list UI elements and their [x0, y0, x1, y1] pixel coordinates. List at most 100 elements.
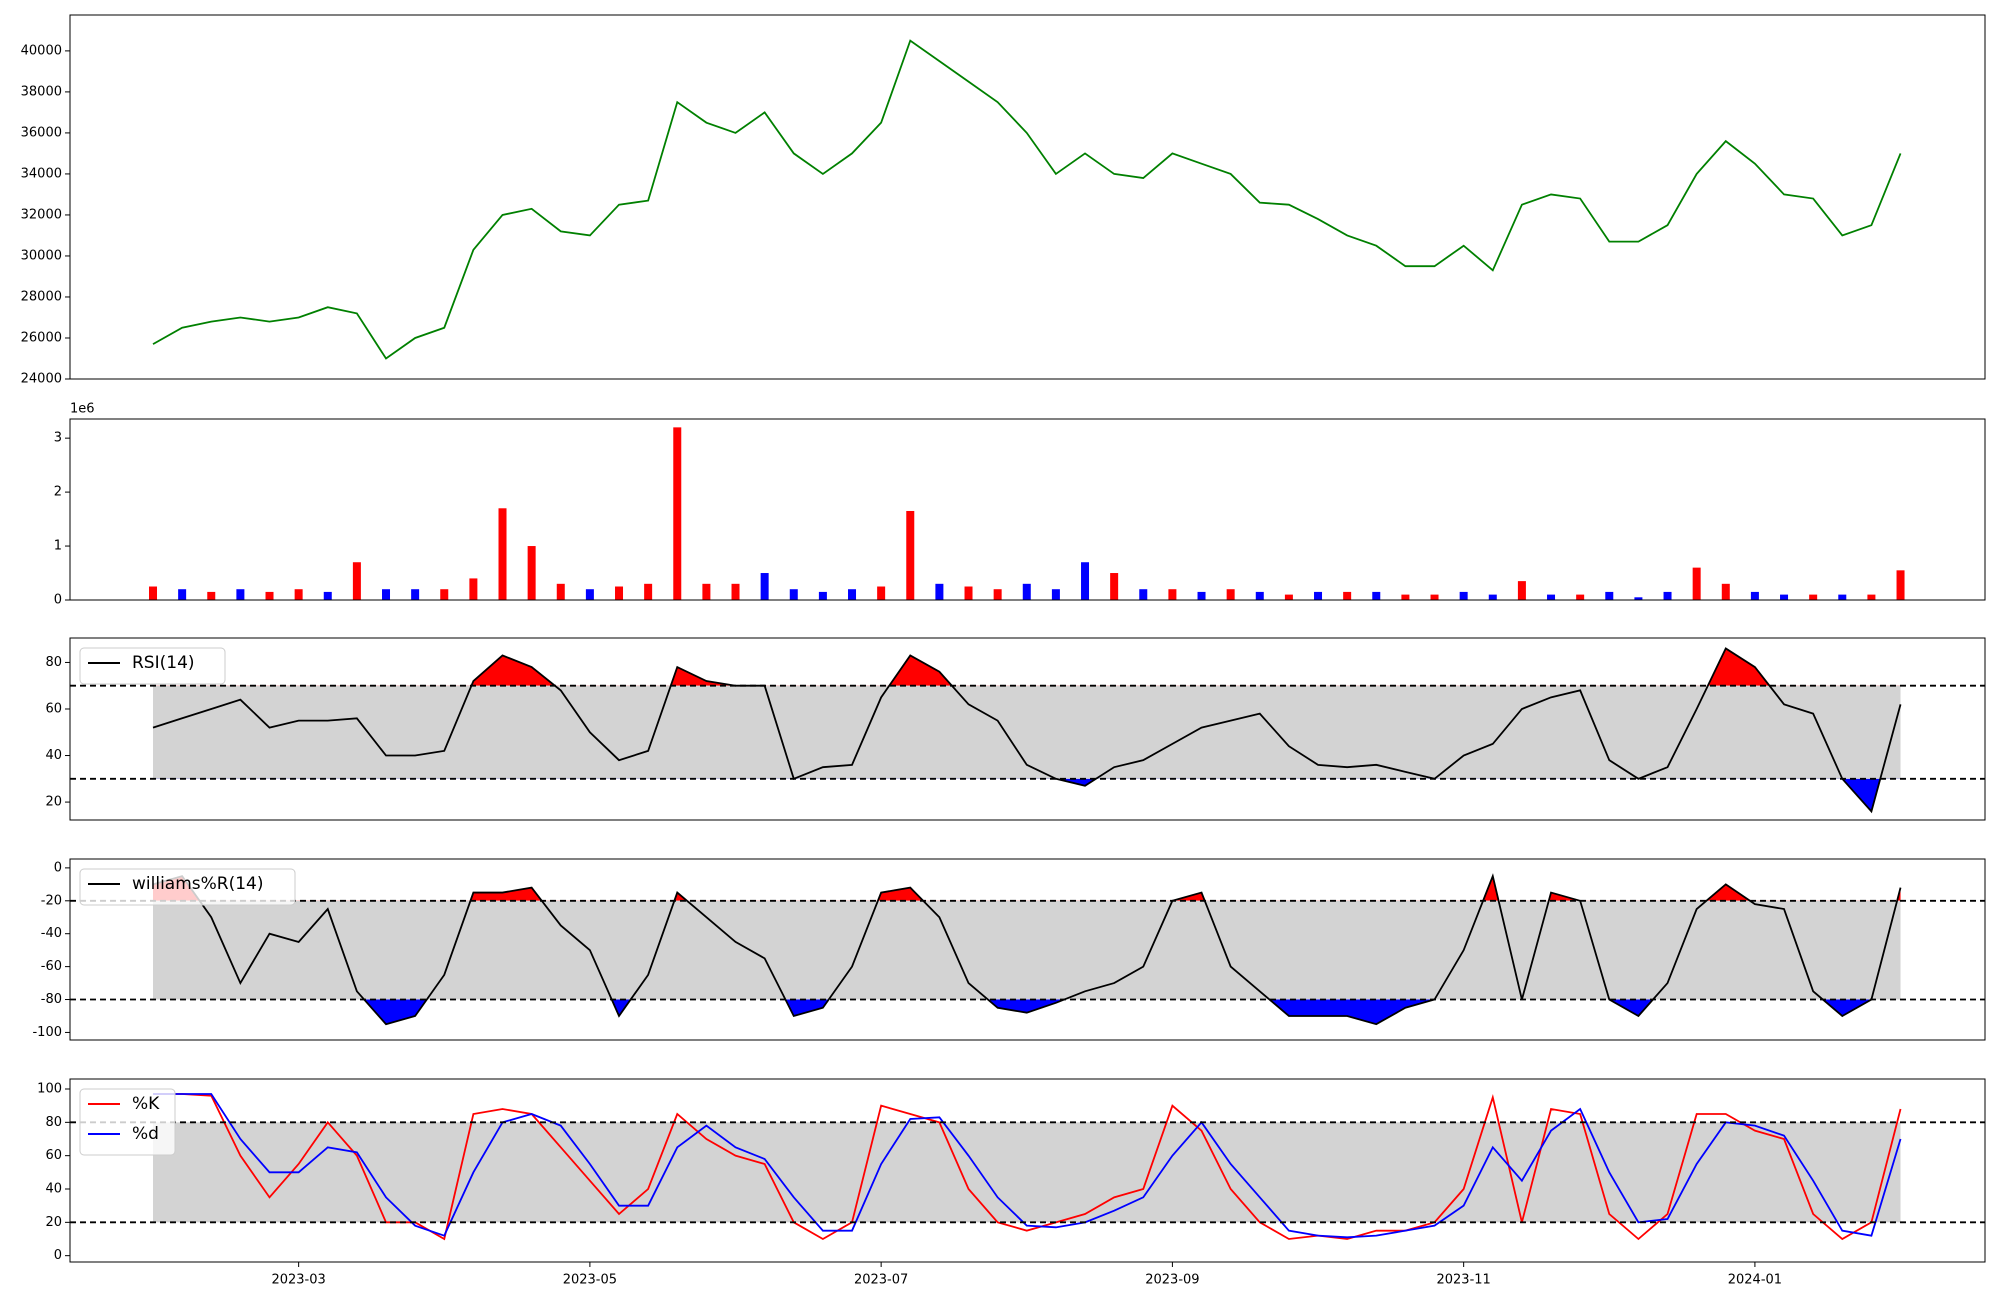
y-tick-label: 80 [45, 1115, 62, 1130]
y-tick-label: 80 [45, 655, 62, 670]
series-line [152, 873, 1902, 1026]
y-tick-label: 40000 [21, 43, 62, 58]
volume-bar [1314, 591, 1323, 600]
volume-bar [1838, 594, 1847, 600]
fill-above [153, 648, 1901, 686]
volume-bar [731, 583, 740, 600]
level-band [153, 1122, 1901, 1223]
volume-bar [1255, 591, 1264, 600]
y-tick-label: 100 [37, 1082, 62, 1097]
volume-bar [556, 583, 565, 600]
legend-label: %d [132, 1124, 159, 1144]
y-tick-label: 20 [45, 795, 62, 810]
series-line [153, 1093, 1902, 1239]
series-line [152, 39, 1902, 360]
offset-label: 1e6 [70, 402, 95, 417]
volume-bar [1547, 594, 1556, 600]
volume-bar [818, 591, 827, 600]
volume-bar [1372, 591, 1381, 600]
volume-bar [1488, 594, 1497, 600]
volume-bar [294, 589, 303, 600]
volume-bar [848, 589, 857, 600]
x-tick-label: 2023-07 [854, 1273, 908, 1288]
series-line [152, 647, 1902, 814]
legend-label: williams%R(14) [132, 874, 264, 894]
y-tick-label: 20 [45, 1215, 62, 1230]
volume-bar [1692, 567, 1701, 600]
y-tick-label: 26000 [21, 330, 62, 345]
volume-bar [585, 589, 594, 600]
volume-bar [1750, 591, 1759, 600]
y-tick-label: -80 [41, 992, 62, 1007]
volume-bar [498, 508, 507, 600]
volume-bar [1605, 591, 1614, 600]
volume-bar [1168, 589, 1177, 600]
y-tick-label: 36000 [21, 125, 62, 140]
x-tick-label: 2023-05 [563, 1273, 617, 1288]
y-tick-label: 40 [45, 748, 62, 763]
volume-bar [1284, 594, 1293, 600]
volume-bar [1896, 570, 1905, 600]
series-line [153, 1093, 1902, 1241]
y-tick-label: 0 [54, 1248, 62, 1263]
volume-bar [1809, 594, 1818, 600]
volume-bar [615, 586, 624, 600]
y-tick-label: 40 [45, 1182, 62, 1197]
legend-label: %K [132, 1094, 160, 1114]
volume-bar [1051, 589, 1060, 600]
volume-bar [644, 583, 653, 600]
volume-bar [993, 589, 1002, 600]
y-tick-label: 28000 [21, 289, 62, 304]
level-band [153, 900, 1901, 1000]
y-tick-label: 38000 [21, 84, 62, 99]
fill-above [153, 876, 1901, 901]
volume-bar [1081, 562, 1090, 600]
volume-bar [1867, 594, 1876, 600]
volume-bar [1197, 591, 1206, 600]
volume-bar [1459, 591, 1468, 600]
y-tick-label: 3 [54, 431, 62, 446]
y-tick-label: 2 [54, 485, 62, 500]
volume-bar [527, 546, 536, 600]
legend-label: RSI(14) [132, 653, 195, 673]
x-tick-label: 2023-03 [271, 1273, 325, 1288]
y-tick-label: 60 [45, 701, 62, 716]
volume-bar [1226, 589, 1235, 600]
volume-bar [1110, 573, 1119, 600]
y-tick-label: -60 [41, 959, 62, 974]
y-tick-label: -20 [41, 893, 62, 908]
panel-frame [69, 418, 1986, 601]
volume-bar [1517, 581, 1526, 600]
volume-bar [877, 586, 886, 600]
volume-bar [236, 589, 245, 600]
volume-bar [149, 586, 158, 600]
y-tick-label: 32000 [21, 207, 62, 222]
legend-box [79, 868, 296, 906]
volume-bar [1401, 594, 1410, 600]
y-tick-label: 34000 [21, 166, 62, 181]
panel-frame [69, 14, 1986, 380]
y-tick-label: 30000 [21, 248, 62, 263]
volume-bar [352, 562, 361, 600]
volume-bar [1343, 591, 1352, 600]
volume-bar [265, 591, 274, 600]
volume-bar [1430, 594, 1439, 600]
x-tick-label: 2023-11 [1436, 1273, 1490, 1288]
y-tick-label: 60 [45, 1148, 62, 1163]
panel-frame [69, 1078, 1986, 1263]
volume-bar [789, 589, 798, 600]
volume-bar [1780, 594, 1789, 600]
volume-bar [673, 427, 682, 600]
volume-bar [760, 573, 769, 600]
volume-bar [964, 586, 973, 600]
volume-bar [1022, 583, 1031, 600]
volume-bar [1634, 597, 1643, 600]
volume-bar [411, 589, 420, 600]
y-tick-label: 1 [54, 539, 62, 554]
volume-bar [1663, 591, 1672, 600]
volume-bar [323, 591, 332, 600]
y-tick-label: -100 [32, 1025, 62, 1040]
legend-box [79, 1088, 176, 1156]
volume-bar [906, 510, 915, 600]
